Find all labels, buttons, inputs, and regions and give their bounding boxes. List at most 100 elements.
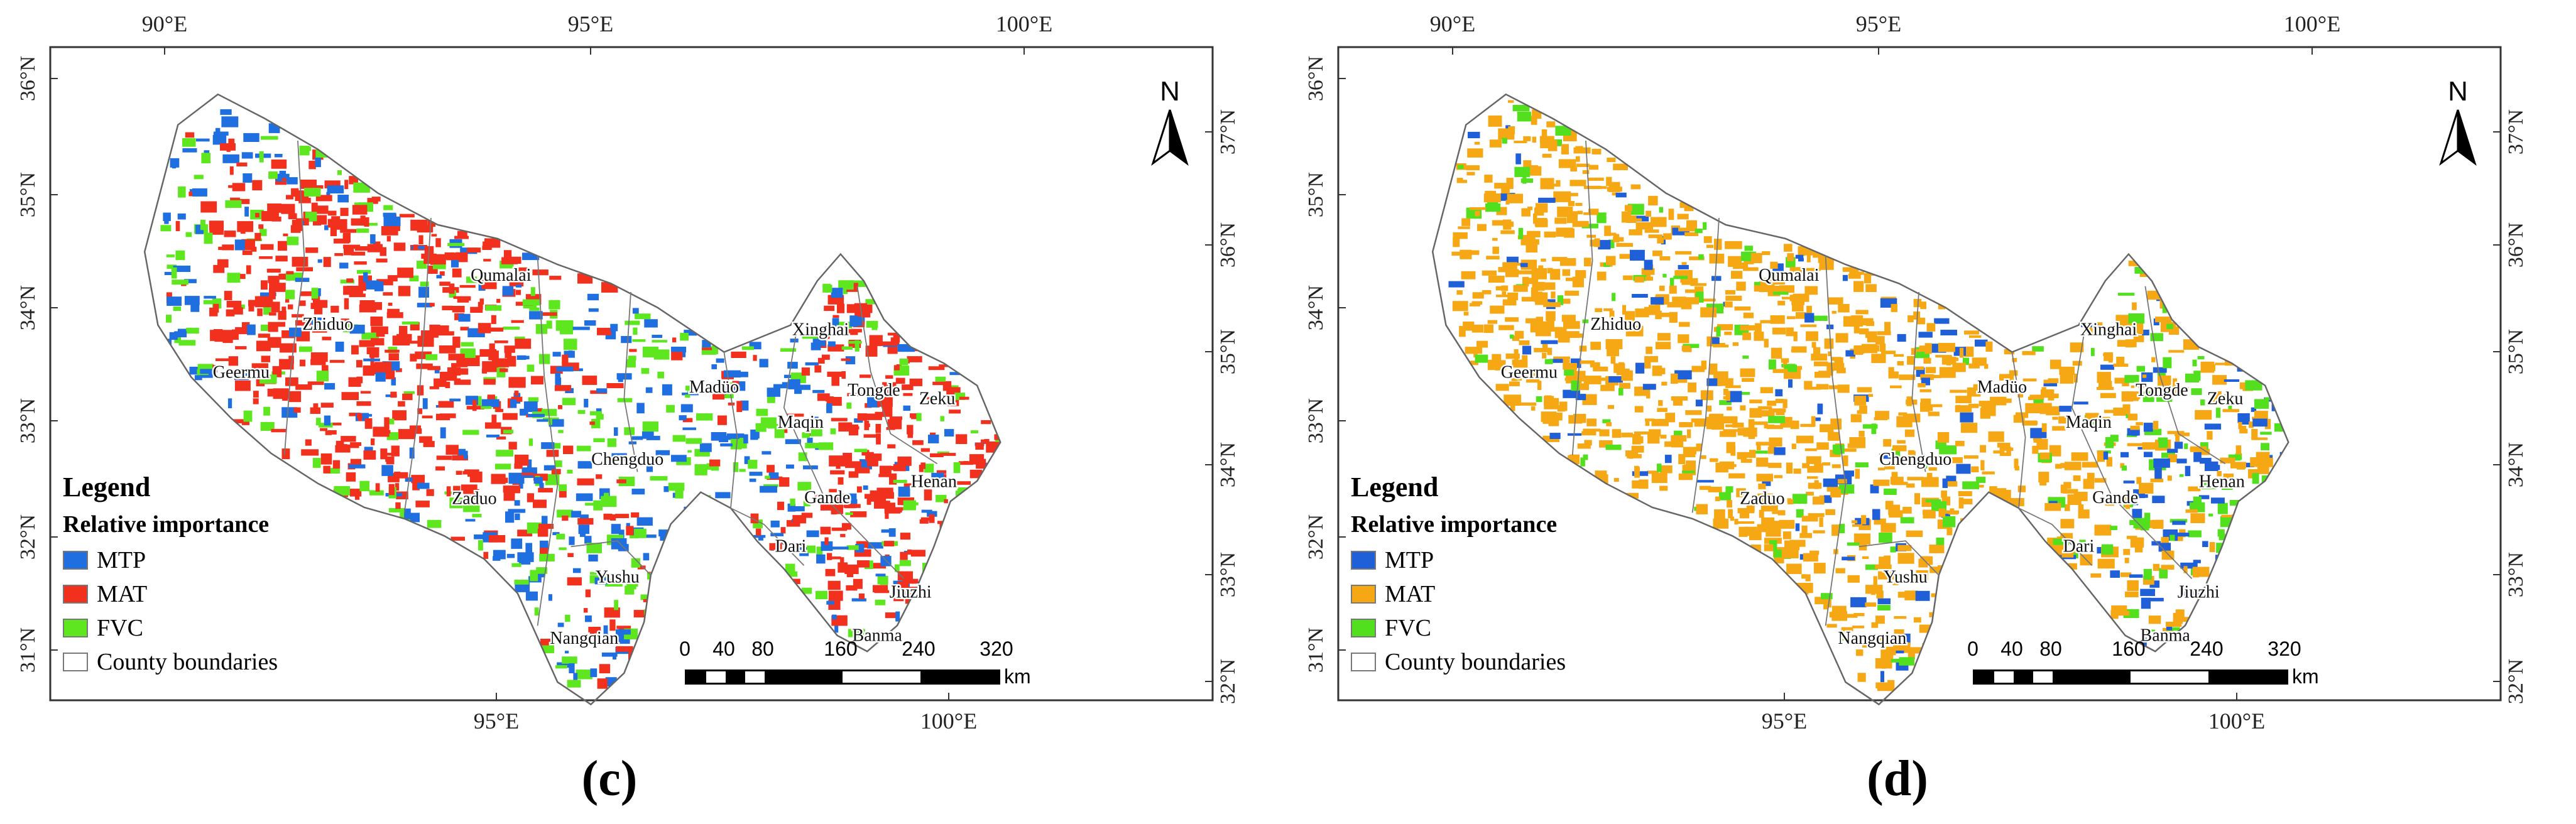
scale-segment bbox=[687, 671, 706, 683]
county-boundary bbox=[2071, 325, 2193, 580]
scale-segment bbox=[745, 671, 765, 683]
county-boundary bbox=[2011, 352, 2026, 509]
map-frame bbox=[49, 46, 1214, 702]
county-label: Zaduo bbox=[452, 489, 497, 509]
legend-label: FVC bbox=[97, 615, 143, 641]
county-label: Geermu bbox=[213, 363, 270, 382]
legend-label: FVC bbox=[1385, 615, 1431, 641]
scale-segment bbox=[843, 671, 920, 683]
scale-bar-graphic bbox=[685, 669, 1000, 685]
scale-tick-label: 160 bbox=[2112, 637, 2146, 660]
lat-label-left: 36°N bbox=[16, 56, 40, 101]
legend-subtitle: Relative importance bbox=[1351, 511, 1558, 538]
county-label: Xinghai bbox=[792, 320, 849, 339]
county-label: Henan bbox=[911, 472, 957, 492]
scale-tick-label: 160 bbox=[824, 637, 858, 660]
county-label: Yushu bbox=[1884, 568, 1928, 587]
lon-label-top: 100°E bbox=[996, 11, 1052, 36]
scale-bar: 0 40 80 160 240 320 km bbox=[1967, 637, 2319, 688]
lon-label-bottom: 95°E bbox=[1762, 708, 1807, 734]
panel-label: (c) bbox=[581, 751, 638, 806]
scale-tick-label: 40 bbox=[2000, 637, 2023, 660]
scale-segment bbox=[706, 671, 726, 683]
county-label: Qumalai bbox=[1759, 266, 1820, 285]
scale-segment bbox=[726, 671, 745, 683]
lon-label-bottom: 100°E bbox=[2208, 708, 2265, 734]
county-boundary bbox=[623, 291, 638, 472]
county-boundary bbox=[1911, 291, 1926, 472]
county-label: Zhiduo bbox=[302, 315, 353, 334]
lat-label-left: 32°N bbox=[1304, 514, 1328, 560]
scale-segment bbox=[1994, 671, 2014, 683]
legend-item-county-boundaries: County boundaries bbox=[63, 645, 364, 679]
lat-label-right: 32°N bbox=[1216, 659, 1240, 704]
map-frame bbox=[1337, 46, 2502, 702]
legend-item-mat: MAT bbox=[1351, 577, 1652, 611]
panel-d: 90°E 95°E 100°E 95°E 100°E 36°N 35°N 34°N 33°N 32… bbox=[1288, 0, 2576, 824]
county-boundary bbox=[730, 507, 805, 566]
scale-tick-label: 0 bbox=[679, 637, 690, 660]
lat-label-left: 35°N bbox=[16, 172, 40, 217]
scale-tick-label: 240 bbox=[2190, 637, 2224, 660]
scale-segment bbox=[2131, 671, 2208, 683]
county-boundary bbox=[1571, 140, 1593, 455]
legend: Legend Relative importance MTP MAT FVC C… bbox=[63, 471, 364, 679]
county-label: Jiuzhi bbox=[890, 582, 932, 602]
scale-tick-label: 80 bbox=[2039, 637, 2062, 660]
scale-tick-label: 0 bbox=[1967, 637, 1978, 660]
importance-raster bbox=[1448, 100, 2289, 691]
lon-label-top: 100°E bbox=[2284, 11, 2340, 36]
county-label: Dari bbox=[2063, 537, 2095, 556]
scale-bar-graphic bbox=[1973, 669, 2288, 685]
county-boundary bbox=[723, 352, 738, 509]
county-boundary bbox=[283, 140, 305, 455]
map-canvas: 90°E 95°E 100°E 95°E 100°E 36°N 35°N 34°N 33°N 32… bbox=[1304, 11, 2528, 734]
scale-segment bbox=[920, 671, 998, 683]
legend-swatch-boundary bbox=[63, 653, 88, 671]
county-boundary bbox=[783, 325, 905, 580]
lat-label-right: 37°N bbox=[2504, 109, 2528, 154]
county-label: Zhiduo bbox=[1590, 315, 1641, 334]
scale-segment bbox=[2053, 671, 2131, 683]
lat-label-left: 32°N bbox=[16, 514, 40, 560]
county-label: Jiuzhi bbox=[2178, 582, 2220, 602]
north-label: N bbox=[2448, 76, 2468, 107]
lon-label-top: 90°E bbox=[142, 11, 187, 36]
county-label: Gande bbox=[804, 488, 850, 507]
scale-segment bbox=[2208, 671, 2286, 683]
county-label: Xinghai bbox=[2080, 320, 2137, 339]
county-label: Henan bbox=[2199, 472, 2245, 492]
county-label: Zaduo bbox=[1740, 489, 1785, 509]
north-arrow-icon: N bbox=[2439, 76, 2477, 166]
county-boundary bbox=[403, 217, 432, 513]
lat-label-right: 36°N bbox=[1216, 222, 1240, 268]
lat-label-left: 31°N bbox=[16, 627, 40, 673]
lat-label-right: 36°N bbox=[2504, 222, 2528, 268]
legend-title: Legend bbox=[1351, 472, 1439, 502]
legend-label: County boundaries bbox=[1385, 649, 1566, 675]
legend-item-mtp: MTP bbox=[1351, 543, 1652, 577]
legend-item-county-boundaries: County boundaries bbox=[1351, 645, 1652, 679]
county-label: Dari bbox=[775, 537, 807, 556]
county-boundary bbox=[856, 286, 938, 465]
scale-ticks: 0 40 80 160 240 320 bbox=[679, 637, 1013, 665]
county-label: Zeku bbox=[2207, 389, 2244, 408]
lat-label-right: 33°N bbox=[1216, 552, 1240, 597]
lat-label-left: 31°N bbox=[1304, 627, 1328, 673]
legend: Legend Relative importance MTP MAT FVC C… bbox=[1351, 471, 1652, 679]
lat-label-right: 35°N bbox=[2504, 329, 2528, 374]
legend-swatch-boundary bbox=[1351, 653, 1376, 671]
legend-item-fvc: FVC bbox=[63, 611, 364, 645]
county-label: Yushu bbox=[596, 568, 640, 587]
scale-ticks: 0 40 80 160 240 320 bbox=[1967, 637, 2301, 665]
lon-label-bottom: 95°E bbox=[474, 708, 519, 734]
legend-swatch-fvc bbox=[1351, 619, 1376, 637]
legend-swatch-mtp bbox=[63, 551, 88, 570]
lat-label-left: 35°N bbox=[1304, 172, 1328, 217]
county-label: Madüo bbox=[1977, 377, 2027, 397]
legend-swatch-mtp bbox=[1351, 551, 1376, 570]
legend-title: Legend bbox=[63, 472, 151, 502]
county-boundary bbox=[2144, 286, 2226, 465]
county-label: Chengduo bbox=[591, 450, 663, 469]
county-boundary bbox=[1691, 217, 1720, 513]
